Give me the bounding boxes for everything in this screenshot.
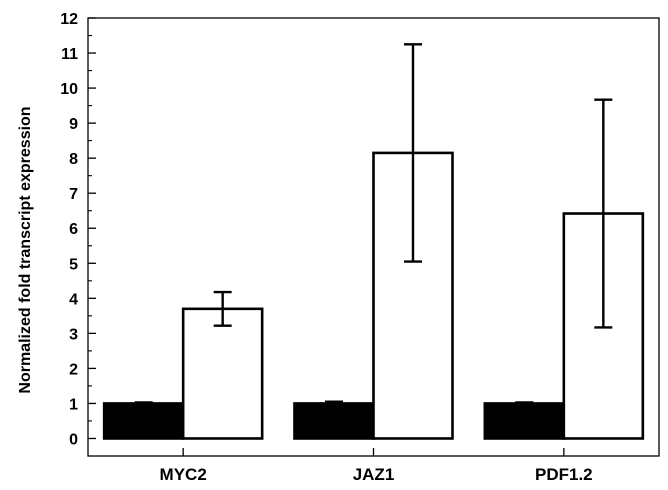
y-tick-label: 4: [69, 291, 78, 308]
y-tick-label: 9: [69, 116, 78, 133]
bar: [372, 151, 454, 440]
bar: [483, 402, 566, 440]
y-tick-label: 8: [69, 151, 78, 168]
bar: [181, 307, 264, 440]
x-tick-label-pdf1-2: PDF1.2: [535, 465, 593, 484]
y-tick-label: 7: [69, 186, 78, 203]
y-tick-label: 6: [69, 221, 78, 238]
y-tick-label: 11: [61, 46, 78, 63]
y-tick-label: 3: [69, 326, 78, 343]
y-axis-label: Normalized fold transcript expression: [17, 106, 34, 393]
y-tick-label: 12: [60, 11, 78, 28]
y-tick-label: 0: [69, 431, 78, 448]
y-tick-label: 2: [69, 361, 78, 378]
y-tick-label: 1: [69, 396, 78, 413]
x-tick-label-jaz1: JAZ1: [353, 465, 395, 484]
y-tick-label: 5: [69, 256, 78, 273]
bar: [102, 402, 185, 440]
bar: [293, 402, 375, 440]
x-tick-label-myc2: MYC2: [160, 465, 207, 484]
y-tick-label: 10: [60, 81, 78, 98]
